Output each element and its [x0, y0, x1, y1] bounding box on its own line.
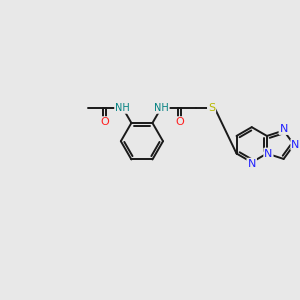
Text: N: N [248, 159, 256, 169]
Text: N: N [248, 159, 256, 169]
Text: NH: NH [154, 103, 169, 113]
Text: O: O [175, 117, 184, 128]
Text: NH: NH [115, 103, 130, 113]
Text: O: O [175, 117, 184, 128]
Text: N: N [264, 148, 273, 158]
Text: NH: NH [154, 103, 169, 113]
Text: S: S [208, 103, 215, 113]
Text: N: N [280, 124, 288, 134]
Text: S: S [208, 103, 215, 113]
Text: NH: NH [115, 103, 130, 113]
Text: N: N [291, 140, 300, 150]
Text: O: O [100, 117, 109, 128]
Text: O: O [100, 117, 109, 128]
